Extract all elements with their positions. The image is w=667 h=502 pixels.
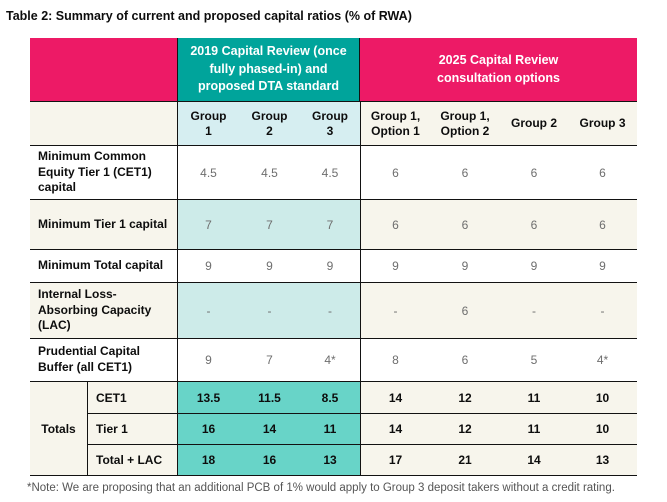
total-value-cell: 10	[568, 414, 637, 444]
value-cell: 4.5	[300, 146, 360, 199]
value-cell: 6	[500, 146, 568, 199]
value-cell: 9	[239, 250, 300, 282]
value-cell: 4.5	[239, 146, 300, 199]
value-cell: 9	[568, 250, 637, 282]
value-cell: 4*	[568, 339, 637, 381]
row-label: Minimum Tier 1 capital	[30, 200, 178, 249]
column-header-group2-2019: Group 2	[239, 102, 300, 145]
total-value-cell: 11	[500, 382, 568, 413]
totals-row-total-lac: Total + LAC 18 16 13 17 21 14 13	[88, 444, 637, 475]
value-cell: 6	[360, 146, 430, 199]
value-cell: 4.5	[178, 146, 239, 199]
table-row-min-total: Minimum Total capital 9 9 9 9 9 9 9	[30, 250, 637, 283]
totals-row-cet1: CET1 13.5 11.5 8.5 14 12 11 10	[88, 382, 637, 413]
value-cell: 6	[430, 146, 500, 199]
total-value-cell: 17	[360, 445, 430, 475]
total-value-cell: 11	[500, 414, 568, 444]
value-cell: 6	[430, 200, 500, 249]
section-header-2025-label: 2025 Capital Review consultation options	[437, 53, 560, 85]
value-cell: 7	[239, 339, 300, 381]
totals-label: Totals	[30, 382, 88, 475]
total-value-cell: 11	[300, 414, 360, 444]
value-cell: 9	[430, 250, 500, 282]
table-row-pcb: Prudential Capital Buffer (all CET1) 9 7…	[30, 339, 637, 382]
total-value-cell: 13.5	[178, 382, 239, 413]
totals-sublabel: CET1	[88, 382, 178, 413]
column-header-group3-2019: Group 3	[300, 102, 360, 145]
total-value-cell: 12	[430, 414, 500, 444]
section-header-2025: 2025 Capital Review consultation options	[360, 38, 637, 101]
value-cell: 7	[239, 200, 300, 249]
total-value-cell: 14	[500, 445, 568, 475]
column-header-spacer	[30, 102, 178, 145]
value-cell: -	[178, 283, 239, 338]
column-header-row: Group 1 Group 2 Group 3 Group 1, Option …	[30, 102, 637, 146]
column-header-group1-option1: Group 1, Option 1	[360, 102, 430, 145]
footnote: *Note: We are proposing that an addition…	[27, 482, 615, 494]
value-cell: 8	[360, 339, 430, 381]
section-header-2019: 2019 Capital Review (once fully phased-i…	[178, 38, 360, 101]
value-cell: 7	[178, 200, 239, 249]
value-cell: 6	[430, 283, 500, 338]
total-value-cell: 11.5	[239, 382, 300, 413]
value-cell: -	[360, 283, 430, 338]
total-value-cell: 14	[360, 382, 430, 413]
row-label: Minimum Total capital	[30, 250, 178, 282]
totals-section: Totals CET1 13.5 11.5 8.5 14 12 11 10 Ti…	[30, 382, 637, 476]
total-value-cell: 16	[239, 445, 300, 475]
column-header-group3-2025: Group 3	[568, 102, 637, 145]
value-cell: 9	[360, 250, 430, 282]
column-header-group1-2019: Group 1	[178, 102, 239, 145]
value-cell: 5	[500, 339, 568, 381]
value-cell: 6	[568, 146, 637, 199]
total-value-cell: 14	[360, 414, 430, 444]
table-row-lac: Internal Loss-Absorbing Capacity (LAC) -…	[30, 283, 637, 339]
table-row-min-tier1: Minimum Tier 1 capital 7 7 7 6 6 6 6	[30, 200, 637, 250]
column-header-group2-2025: Group 2	[500, 102, 568, 145]
value-cell: -	[568, 283, 637, 338]
section-header-spacer	[30, 38, 178, 101]
value-cell: -	[239, 283, 300, 338]
total-value-cell: 13	[568, 445, 637, 475]
totals-sublabel: Total + LAC	[88, 445, 178, 475]
total-value-cell: 16	[178, 414, 239, 444]
value-cell: 4*	[300, 339, 360, 381]
value-cell: 9	[178, 250, 239, 282]
value-cell: -	[500, 283, 568, 338]
total-value-cell: 12	[430, 382, 500, 413]
value-cell: 7	[300, 200, 360, 249]
total-value-cell: 13	[300, 445, 360, 475]
table-row-min-cet1: Minimum Common Equity Tier 1 (CET1) capi…	[30, 146, 637, 200]
value-cell: 9	[178, 339, 239, 381]
totals-rows: CET1 13.5 11.5 8.5 14 12 11 10 Tier 1 16…	[88, 382, 637, 475]
total-value-cell: 21	[430, 445, 500, 475]
section-header-2019-label: 2019 Capital Review (once fully phased-i…	[190, 44, 347, 94]
value-cell: -	[300, 283, 360, 338]
column-header-group1-option2: Group 1, Option 2	[430, 102, 500, 145]
row-label: Minimum Common Equity Tier 1 (CET1) capi…	[30, 146, 178, 199]
total-value-cell: 8.5	[300, 382, 360, 413]
table-caption: Table 2: Summary of current and proposed…	[6, 9, 412, 23]
total-value-cell: 18	[178, 445, 239, 475]
value-cell: 9	[300, 250, 360, 282]
totals-row-tier1: Tier 1 16 14 11 14 12 11 10	[88, 413, 637, 444]
total-value-cell: 14	[239, 414, 300, 444]
value-cell: 6	[360, 200, 430, 249]
total-value-cell: 10	[568, 382, 637, 413]
capital-ratios-table: 2019 Capital Review (once fully phased-i…	[30, 38, 637, 476]
document-page: Table 2: Summary of current and proposed…	[0, 9, 667, 502]
totals-sublabel: Tier 1	[88, 414, 178, 444]
value-cell: 6	[430, 339, 500, 381]
value-cell: 6	[500, 200, 568, 249]
row-label: Prudential Capital Buffer (all CET1)	[30, 339, 178, 381]
section-header-row: 2019 Capital Review (once fully phased-i…	[30, 38, 637, 102]
value-cell: 9	[500, 250, 568, 282]
value-cell: 6	[568, 200, 637, 249]
row-label: Internal Loss-Absorbing Capacity (LAC)	[30, 283, 178, 338]
